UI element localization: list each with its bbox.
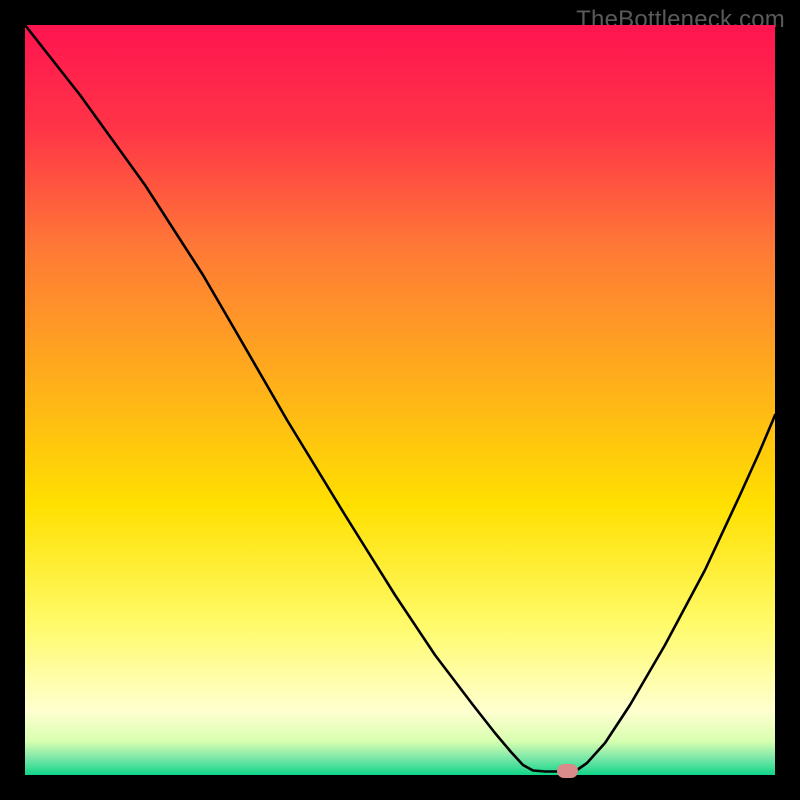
gradient-background: [25, 25, 775, 775]
optimal-point-marker: [557, 764, 578, 778]
chart-frame: TheBottleneck.com: [0, 0, 800, 800]
plot-area: [25, 25, 775, 775]
plot-svg: [25, 25, 775, 775]
